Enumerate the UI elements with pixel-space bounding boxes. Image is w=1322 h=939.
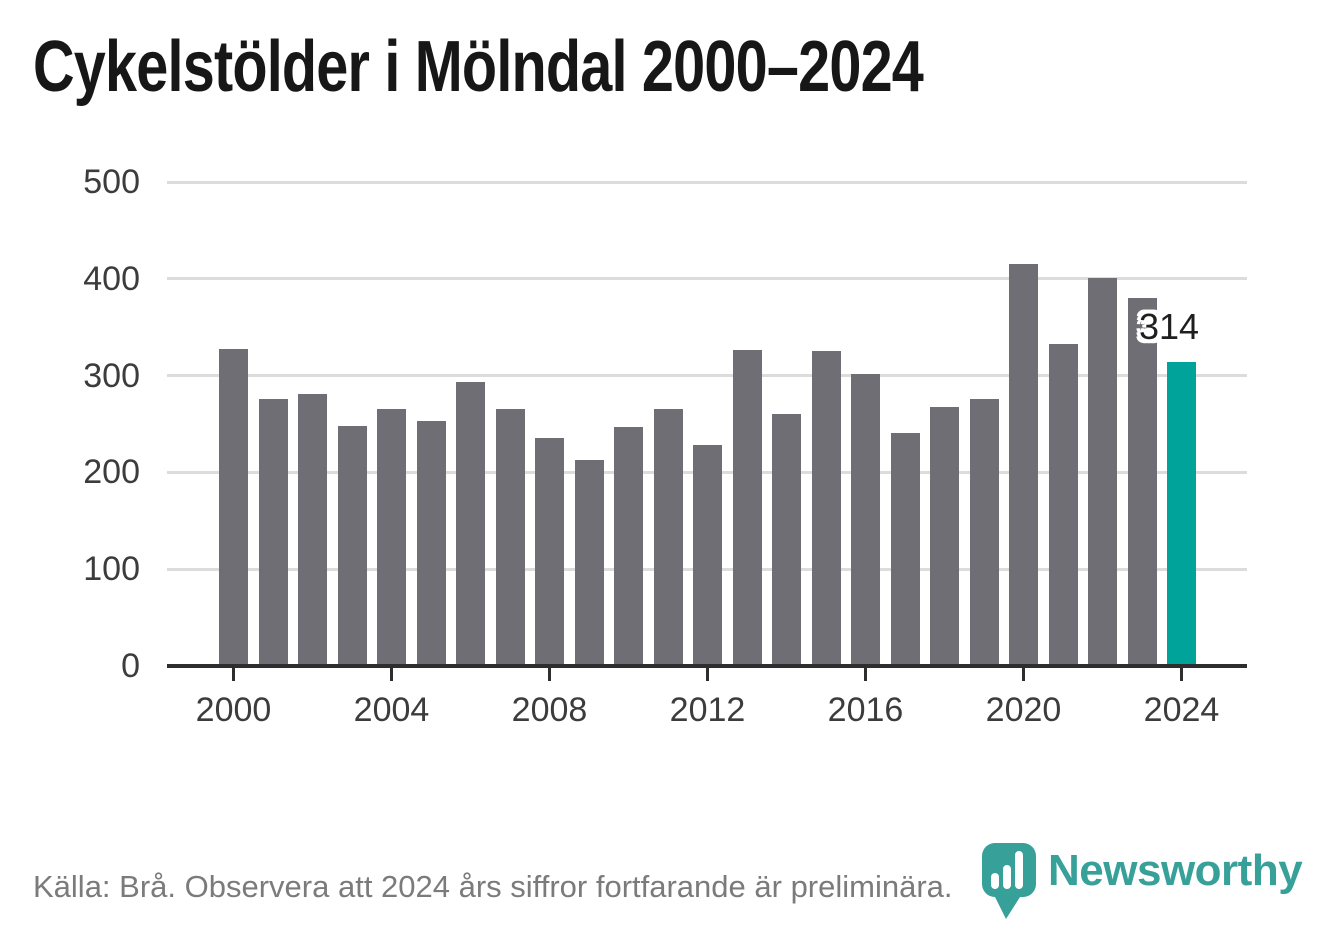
- y-tick-label-300: 300: [83, 356, 140, 395]
- y-tick-label-500: 500: [83, 163, 140, 201]
- bar-2020: [1009, 264, 1038, 666]
- newsworthy-wordmark: Newsworthy: [1048, 846, 1303, 895]
- bar-2015: [811, 351, 841, 666]
- bar-2019: [969, 398, 999, 666]
- bar-2000: [219, 348, 248, 666]
- chart-title: Cykelstölder i Mölndal 2000–2024: [33, 27, 924, 107]
- bar-2007: [495, 408, 525, 666]
- x-tick-mark-2012: [706, 668, 709, 681]
- x-tick-mark-2020: [1022, 668, 1025, 681]
- newsworthy-logo: Newsworthy: [982, 843, 1303, 921]
- plot-area: [167, 180, 1247, 666]
- gridline-500: [167, 180, 1247, 184]
- y-tick-label-200: 200: [83, 453, 140, 492]
- x-tick-mark-2016: [864, 668, 867, 681]
- bar-2003: [337, 425, 367, 666]
- x-tick-label-2016: 2016: [827, 691, 904, 729]
- bar-2024: [1167, 362, 1196, 666]
- x-tick-label-2004: 2004: [353, 691, 430, 729]
- y-tick-label-400: 400: [83, 259, 140, 298]
- bar-2022: [1088, 277, 1117, 666]
- bar-2008: [535, 437, 564, 666]
- bar-2010: [614, 426, 643, 666]
- x-tick-label-2024: 2024: [1143, 691, 1220, 729]
- bar-2004: [377, 408, 406, 666]
- y-tick-label-0: 0: [121, 647, 140, 685]
- x-tick-mark-2008: [548, 668, 551, 681]
- bar-2005: [416, 421, 446, 666]
- bar-2001: [258, 398, 288, 666]
- x-tick-label-2008: 2008: [511, 691, 588, 729]
- x-tick-mark-2000: [232, 668, 235, 681]
- bar-2017: [890, 432, 920, 666]
- source-note: Källa: Brå. Observera att 2024 års siffr…: [33, 869, 953, 904]
- gridline-300: [167, 374, 1247, 378]
- x-tick-label-2020: 2020: [985, 691, 1062, 729]
- bar-2014: [772, 414, 801, 666]
- x-tick-mark-2004: [390, 668, 393, 681]
- x-axis-line: [167, 664, 1247, 668]
- y-tick-label-100: 100: [83, 550, 140, 589]
- highlight-value-label: 314: [1139, 306, 1200, 348]
- bar-2012: [693, 445, 722, 666]
- bar-2006: [456, 382, 485, 666]
- newsworthy-pin-barchart-icon: [982, 843, 1036, 919]
- bar-2018: [930, 406, 959, 666]
- bar-2016: [851, 373, 880, 666]
- x-tick-mark-2024: [1180, 668, 1183, 681]
- bar-2013: [732, 350, 762, 666]
- x-tick-label-2012: 2012: [669, 691, 746, 729]
- bar-2023: [1127, 298, 1157, 666]
- bar-2009: [574, 459, 604, 666]
- gridline-400: [167, 277, 1247, 281]
- bar-2002: [298, 394, 327, 666]
- bar-2011: [653, 408, 683, 666]
- bar-2021: [1048, 343, 1078, 666]
- x-tick-label-2000: 2000: [195, 691, 272, 729]
